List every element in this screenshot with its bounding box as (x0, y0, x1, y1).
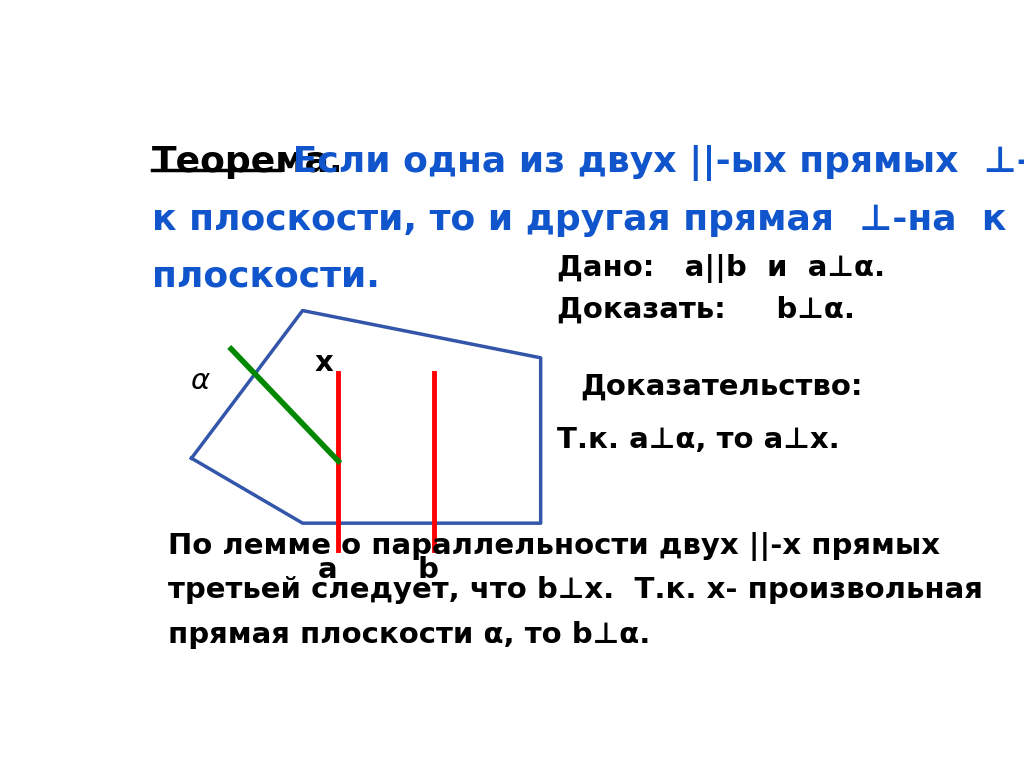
Text: α: α (189, 367, 209, 395)
Text: плоскости.: плоскости. (152, 260, 380, 294)
Text: Доказать:     b⊥α.: Доказать: b⊥α. (557, 296, 855, 324)
Text: Т.к. а⊥α, то а⊥х.: Т.к. а⊥α, то а⊥х. (557, 426, 840, 454)
Text: Доказательство:: Доказательство: (581, 373, 863, 400)
Text: третьей следует, что b⊥х.  Т.к. х- произвольная: третьей следует, что b⊥х. Т.к. х- произв… (168, 576, 983, 604)
Text: b: b (418, 555, 438, 584)
Text: Дано:   a||b  и  a⊥α.: Дано: a||b и a⊥α. (557, 255, 885, 284)
Text: Теорема.: Теорема. (152, 145, 343, 179)
Text: Если одна из двух ||-ых прямых  ⊥-на: Если одна из двух ||-ых прямых ⊥-на (281, 145, 1024, 181)
Text: x: x (314, 349, 334, 377)
Text: прямая плоскости α, то b⊥α.: прямая плоскости α, то b⊥α. (168, 621, 650, 649)
Text: По лемме о параллельности двух ||-х прямых: По лемме о параллельности двух ||-х прям… (168, 532, 940, 561)
Text: a: a (318, 555, 338, 584)
Text: к плоскости, то и другая прямая  ⊥-на  к  этой: к плоскости, то и другая прямая ⊥-на к э… (152, 202, 1024, 237)
